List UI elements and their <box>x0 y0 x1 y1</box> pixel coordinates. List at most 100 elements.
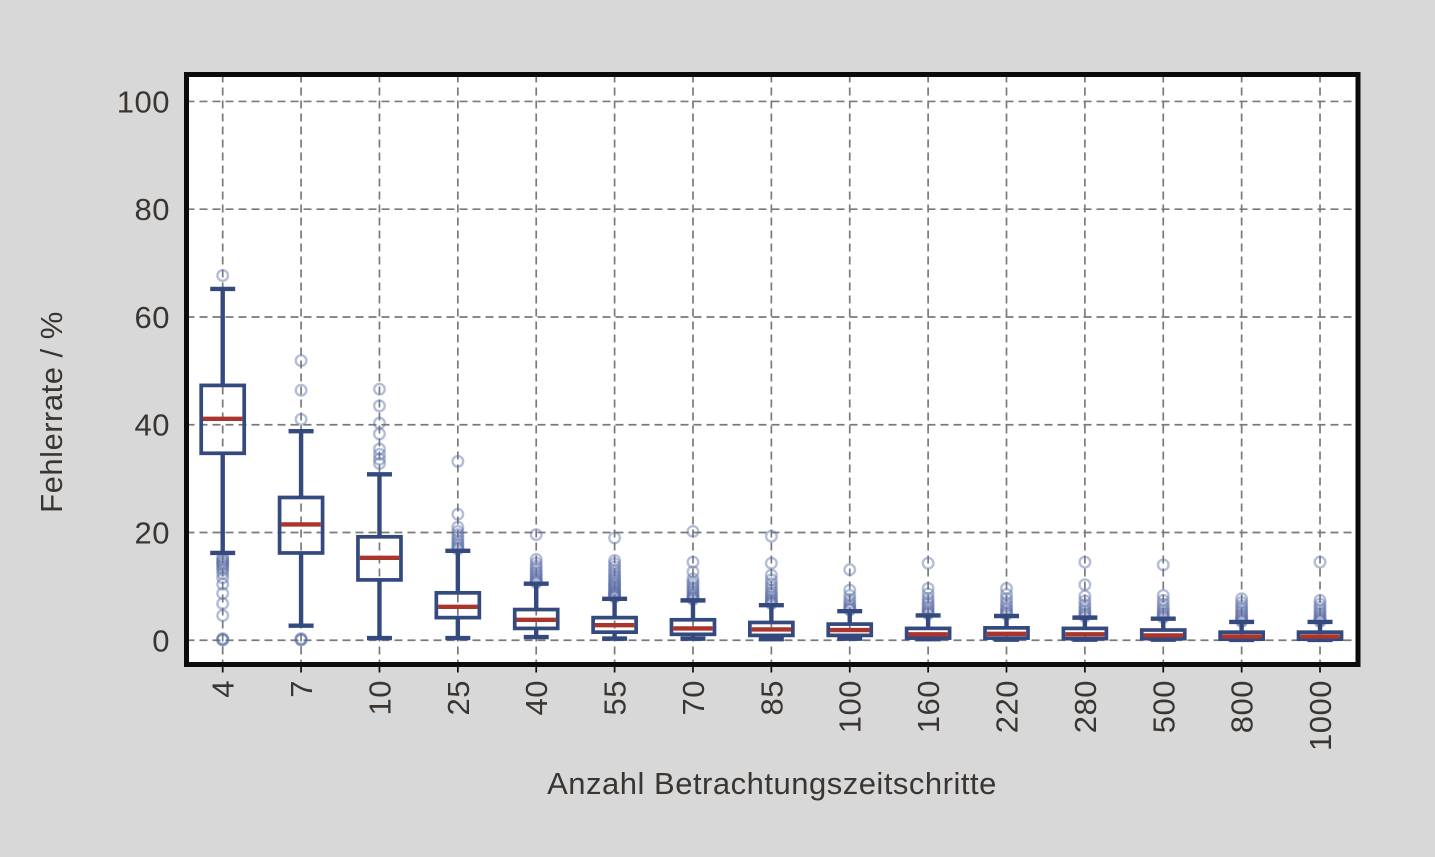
outlier <box>1156 603 1170 617</box>
outlier <box>1078 555 1092 569</box>
outlier <box>529 567 543 581</box>
box-85 <box>748 529 795 642</box>
outlier <box>843 563 857 577</box>
outlier <box>294 383 308 397</box>
outlier <box>1156 600 1170 614</box>
iqr-box <box>748 620 795 638</box>
outlier <box>921 556 935 570</box>
outlier <box>529 552 543 566</box>
outlier <box>1235 596 1249 610</box>
iqr-box <box>1296 630 1344 642</box>
box-55 <box>591 531 638 641</box>
outlier <box>1313 606 1327 620</box>
outlier <box>764 586 778 600</box>
outlier <box>1156 558 1170 572</box>
outlier <box>921 587 935 601</box>
outlier <box>1078 589 1092 603</box>
outlier <box>216 608 230 622</box>
x-tick-label-800: 800 <box>1225 680 1260 733</box>
outlier <box>686 555 700 569</box>
outlier <box>608 575 622 589</box>
outlier <box>1313 600 1327 614</box>
y-tick-label-80: 80 <box>135 192 170 227</box>
x-ticks <box>221 667 1321 673</box>
outlier <box>216 559 230 573</box>
outlier <box>1313 555 1327 569</box>
outlier <box>843 596 857 610</box>
box-220 <box>983 582 1030 642</box>
iqr-box <box>591 615 638 635</box>
y-tick-label-0: 0 <box>152 623 170 658</box>
box-4 <box>199 268 247 647</box>
outlier <box>608 557 622 571</box>
outlier <box>686 585 700 599</box>
x-tick-label-100: 100 <box>833 680 868 733</box>
y-tick-label-100: 100 <box>117 84 170 119</box>
x-tick-label-10: 10 <box>362 680 397 715</box>
outlier <box>529 565 543 579</box>
outlier <box>764 568 778 582</box>
outlier <box>686 565 700 579</box>
box-160 <box>904 556 952 642</box>
outlier <box>216 577 230 591</box>
iqr-box <box>669 617 717 637</box>
outlier <box>372 399 386 413</box>
outlier <box>608 577 622 591</box>
box-1000 <box>1296 555 1344 643</box>
box-40 <box>512 528 560 640</box>
outlier <box>529 559 543 573</box>
outlier <box>1313 597 1327 611</box>
outlier <box>686 578 700 592</box>
outlier <box>1000 601 1014 615</box>
outlier <box>1000 592 1014 606</box>
iqr-box <box>983 626 1030 640</box>
outlier <box>1000 587 1014 601</box>
outlier <box>529 569 543 583</box>
x-tick-label-500: 500 <box>1146 680 1181 733</box>
iqr-box <box>1139 628 1187 641</box>
outlier <box>216 268 230 282</box>
outlier <box>216 571 230 585</box>
y-axis-title: Fehlerrate / % <box>34 311 69 513</box>
box-10 <box>356 382 403 641</box>
outlier <box>608 560 622 574</box>
outlier <box>764 573 778 587</box>
y-tick-label-40: 40 <box>135 408 170 443</box>
outlier <box>1156 589 1170 603</box>
outlier <box>216 554 230 568</box>
outlier <box>216 563 230 577</box>
plot-frame <box>184 72 1361 667</box>
boxes <box>199 268 1344 647</box>
outlier <box>372 457 386 471</box>
box-70 <box>669 524 717 641</box>
outlier <box>1235 599 1249 613</box>
outlier <box>216 632 230 646</box>
outlier <box>608 573 622 587</box>
box-280 <box>1061 555 1109 642</box>
outlier <box>529 562 543 576</box>
iqr-box <box>277 495 325 555</box>
outlier <box>294 412 308 426</box>
outlier <box>1235 592 1249 606</box>
outlier <box>294 632 308 646</box>
outlier <box>1078 594 1092 608</box>
outlier <box>1000 599 1014 613</box>
outlier <box>608 583 622 597</box>
outlier <box>921 597 935 611</box>
outlier <box>216 632 230 646</box>
outlier <box>686 583 700 597</box>
x-tick-label-1000: 1000 <box>1303 680 1338 751</box>
x-tick-label-85: 85 <box>754 680 789 715</box>
outlier <box>451 454 465 468</box>
outlier <box>686 580 700 594</box>
plot-background <box>186 74 1358 665</box>
outlier <box>921 582 935 596</box>
outlier <box>608 571 622 585</box>
x-tick-labels: 4 7 10 25 40 55 70 85 100 160 220 280 500 800 1000 <box>206 680 1338 751</box>
outlier <box>529 528 543 542</box>
outlier <box>1156 597 1170 611</box>
x-tick-label-70: 70 <box>676 680 711 715</box>
outlier <box>1313 593 1327 607</box>
plot-layer: 0 20 40 60 80 100 4 7 10 25 40 55 70 85 100 160 220 280 50… <box>117 72 1361 751</box>
outlier <box>451 531 465 545</box>
